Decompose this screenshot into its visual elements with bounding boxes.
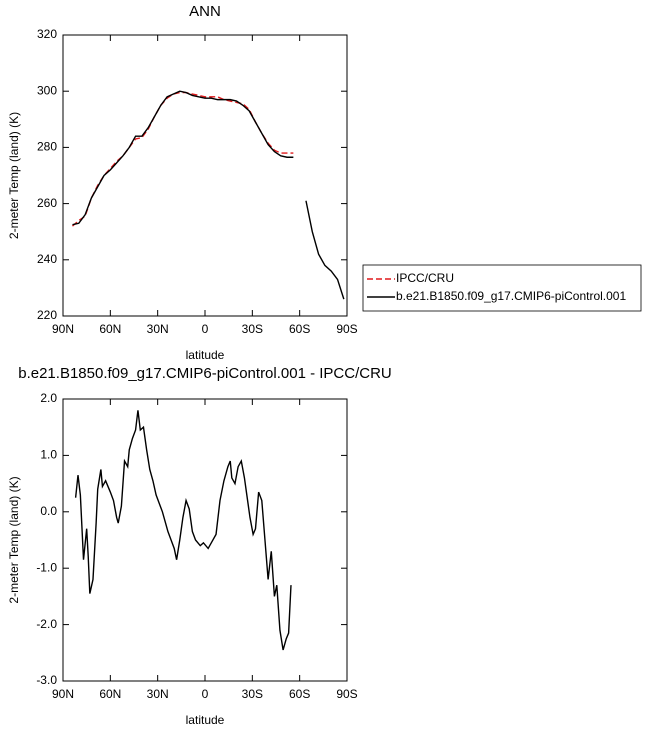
x-tick-label: 90N xyxy=(52,322,74,336)
x-tick-label: 90S xyxy=(336,322,357,336)
y-tick-label: -2.0 xyxy=(36,617,57,631)
x-tick-label: 60N xyxy=(99,687,121,701)
plot-frame xyxy=(62,34,348,317)
x-tick-label: 0 xyxy=(202,687,209,701)
y-axis-label: 2-meter Temp (land) (K) xyxy=(7,476,21,603)
y-tick-label: 280 xyxy=(37,140,57,154)
data-line xyxy=(74,410,292,651)
y-tick-label: 300 xyxy=(37,83,57,97)
legend-label: IPCC/CRU xyxy=(396,271,454,285)
y-tick-label: 2.0 xyxy=(40,391,57,405)
plot-frame xyxy=(62,398,348,682)
x-tick-label: 60S xyxy=(289,322,310,336)
legend-label: b.e21.B1850.f09_g17.CMIP6-piControl.001 xyxy=(396,289,626,303)
y-tick-label: 0.0 xyxy=(40,504,57,518)
x-tick-label: 90N xyxy=(52,687,74,701)
data-line xyxy=(72,91,294,227)
y-tick-label: 260 xyxy=(37,196,57,210)
x-tick-label: 90S xyxy=(336,687,357,701)
x-axis-label: latitude xyxy=(186,348,225,362)
x-tick-label: 30N xyxy=(147,322,169,336)
x-tick-label: 60S xyxy=(289,687,310,701)
y-tick-label: 240 xyxy=(37,252,57,266)
x-tick-label: 0 xyxy=(202,322,209,336)
legend-box xyxy=(362,264,642,312)
y-tick-label: 320 xyxy=(37,27,57,41)
data-line xyxy=(72,90,345,300)
x-tick-label: 30N xyxy=(147,687,169,701)
x-axis-label: latitude xyxy=(186,713,225,727)
x-tick-label: 30S xyxy=(242,322,263,336)
y-tick-label: -3.0 xyxy=(36,673,57,687)
chart-title: ANN xyxy=(189,3,221,20)
y-tick-label: -1.0 xyxy=(36,560,57,574)
y-tick-label: 1.0 xyxy=(40,448,57,462)
x-tick-label: 60N xyxy=(99,322,121,336)
chart-title: b.e21.B1850.f09_g17.CMIP6-piControl.001 … xyxy=(18,365,392,382)
y-tick-label: 220 xyxy=(37,308,57,322)
x-tick-label: 30S xyxy=(242,687,263,701)
y-axis-label: 2-meter Temp (land) (K) xyxy=(7,112,21,239)
